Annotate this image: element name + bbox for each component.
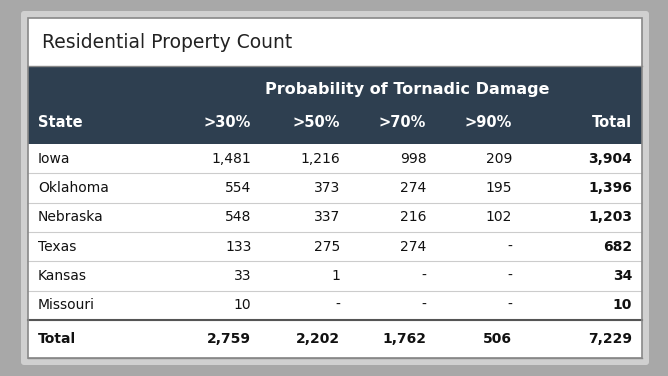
Text: 274: 274 [400, 240, 426, 254]
Bar [28, 320, 642, 358]
Text: 209: 209 [486, 152, 512, 166]
Text: >90%: >90% [465, 115, 512, 130]
Text: 1,481: 1,481 [212, 152, 251, 166]
Text: -: - [508, 240, 512, 254]
Text: 2,759: 2,759 [207, 332, 251, 346]
Text: >50%: >50% [293, 115, 341, 130]
Text: 275: 275 [314, 240, 341, 254]
Text: -: - [422, 269, 426, 283]
Text: 1,396: 1,396 [588, 181, 632, 195]
Text: -: - [422, 298, 426, 312]
Text: 1: 1 [331, 269, 341, 283]
Text: 337: 337 [314, 210, 341, 224]
Text: Total: Total [592, 115, 632, 130]
Text: Total: Total [38, 332, 76, 346]
Text: -: - [508, 298, 512, 312]
Text: 274: 274 [400, 181, 426, 195]
Text: 373: 373 [314, 181, 341, 195]
Text: Iowa: Iowa [38, 152, 71, 166]
Bar [28, 18, 642, 66]
Bar [28, 203, 642, 232]
Text: 1,762: 1,762 [382, 332, 426, 346]
Text: Probability of Tornadic Damage: Probability of Tornadic Damage [265, 82, 549, 97]
Text: 682: 682 [603, 240, 632, 254]
Text: Texas: Texas [38, 240, 76, 254]
Text: 548: 548 [225, 210, 251, 224]
Text: Oklahoma: Oklahoma [38, 181, 109, 195]
Bar [28, 291, 642, 320]
Text: 7,229: 7,229 [588, 332, 632, 346]
Text: State: State [38, 115, 83, 130]
Text: Kansas: Kansas [38, 269, 87, 283]
Text: 216: 216 [400, 210, 426, 224]
Text: Nebraska: Nebraska [38, 210, 104, 224]
Text: 10: 10 [613, 298, 632, 312]
Bar [28, 144, 642, 173]
Text: 10: 10 [234, 298, 251, 312]
Text: 998: 998 [399, 152, 426, 166]
Text: 506: 506 [483, 332, 512, 346]
Bar [28, 66, 642, 144]
Text: 133: 133 [225, 240, 251, 254]
Text: 1,216: 1,216 [301, 152, 341, 166]
Text: >30%: >30% [204, 115, 251, 130]
Text: 102: 102 [486, 210, 512, 224]
Bar [28, 173, 642, 203]
Text: Missouri: Missouri [38, 298, 95, 312]
Text: 3,904: 3,904 [588, 152, 632, 166]
Bar [28, 232, 642, 261]
Text: -: - [335, 298, 341, 312]
Text: -: - [508, 269, 512, 283]
Text: 33: 33 [234, 269, 251, 283]
Text: 1,203: 1,203 [588, 210, 632, 224]
Text: Residential Property Count: Residential Property Count [42, 32, 293, 52]
Text: 2,202: 2,202 [296, 332, 341, 346]
FancyBboxPatch shape [21, 11, 649, 365]
Text: >70%: >70% [379, 115, 426, 130]
Bar [28, 261, 642, 291]
Text: 34: 34 [613, 269, 632, 283]
Text: 195: 195 [486, 181, 512, 195]
Text: 554: 554 [225, 181, 251, 195]
